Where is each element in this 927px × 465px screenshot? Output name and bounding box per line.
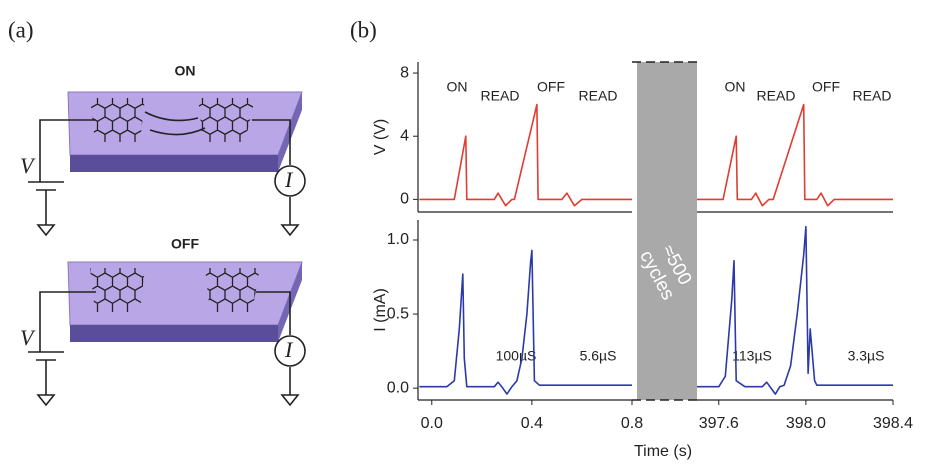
device-off: OFF V I [20,236,306,407]
annotation: OFF [812,79,840,95]
y-tick-label: 0.5 [387,305,409,322]
x-tick-label: 0.0 [421,415,443,432]
x-tick-label: 0.8 [621,415,643,432]
y-tick-label: 8 [400,64,409,81]
panel-label: (a) [8,17,34,42]
annotation: READ [579,88,618,104]
y-axis-label: V (V) [372,119,389,155]
state-label: ON [175,63,196,79]
annotation: OFF [537,79,565,95]
break-label: ≈500 cycles [635,242,695,304]
y-tick-label: 1.0 [387,231,409,248]
data-line [697,225,893,395]
annotation: 113µS [732,348,772,364]
annotation: READ [481,88,520,104]
current-label: I [284,167,294,192]
annotation: READ [757,88,796,104]
annotation: 3.3µS [848,348,885,364]
axis-break [637,62,697,400]
x-tick-label: 398.4 [873,415,913,432]
x-tick-label: 397.6 [699,415,739,432]
device-on: ON V I [20,63,306,237]
data-line [697,103,893,207]
annotation: 100µS [496,348,537,364]
voltage-label: V [20,325,36,350]
annotation: 5.6µS [580,348,617,364]
current-label: I [284,337,294,362]
annotation: ON [447,79,468,95]
y-tick-label: 0.0 [387,379,409,396]
y-tick-label: 4 [400,127,409,144]
data-line [419,249,632,395]
annotation: ON [725,79,746,95]
y-tick-label: 0 [400,191,409,208]
y-axis-label: I (mA) [372,288,389,332]
state-label: OFF [171,236,199,252]
annotation: READ [853,88,892,104]
voltage-label: V [20,153,36,178]
x-axis-label: Time (s) [634,443,692,460]
x-tick-label: 398.0 [786,415,826,432]
x-tick-label: 0.4 [521,415,543,432]
break-line [632,61,697,401]
data-line [419,103,632,207]
panel-label: (b) [350,17,377,42]
